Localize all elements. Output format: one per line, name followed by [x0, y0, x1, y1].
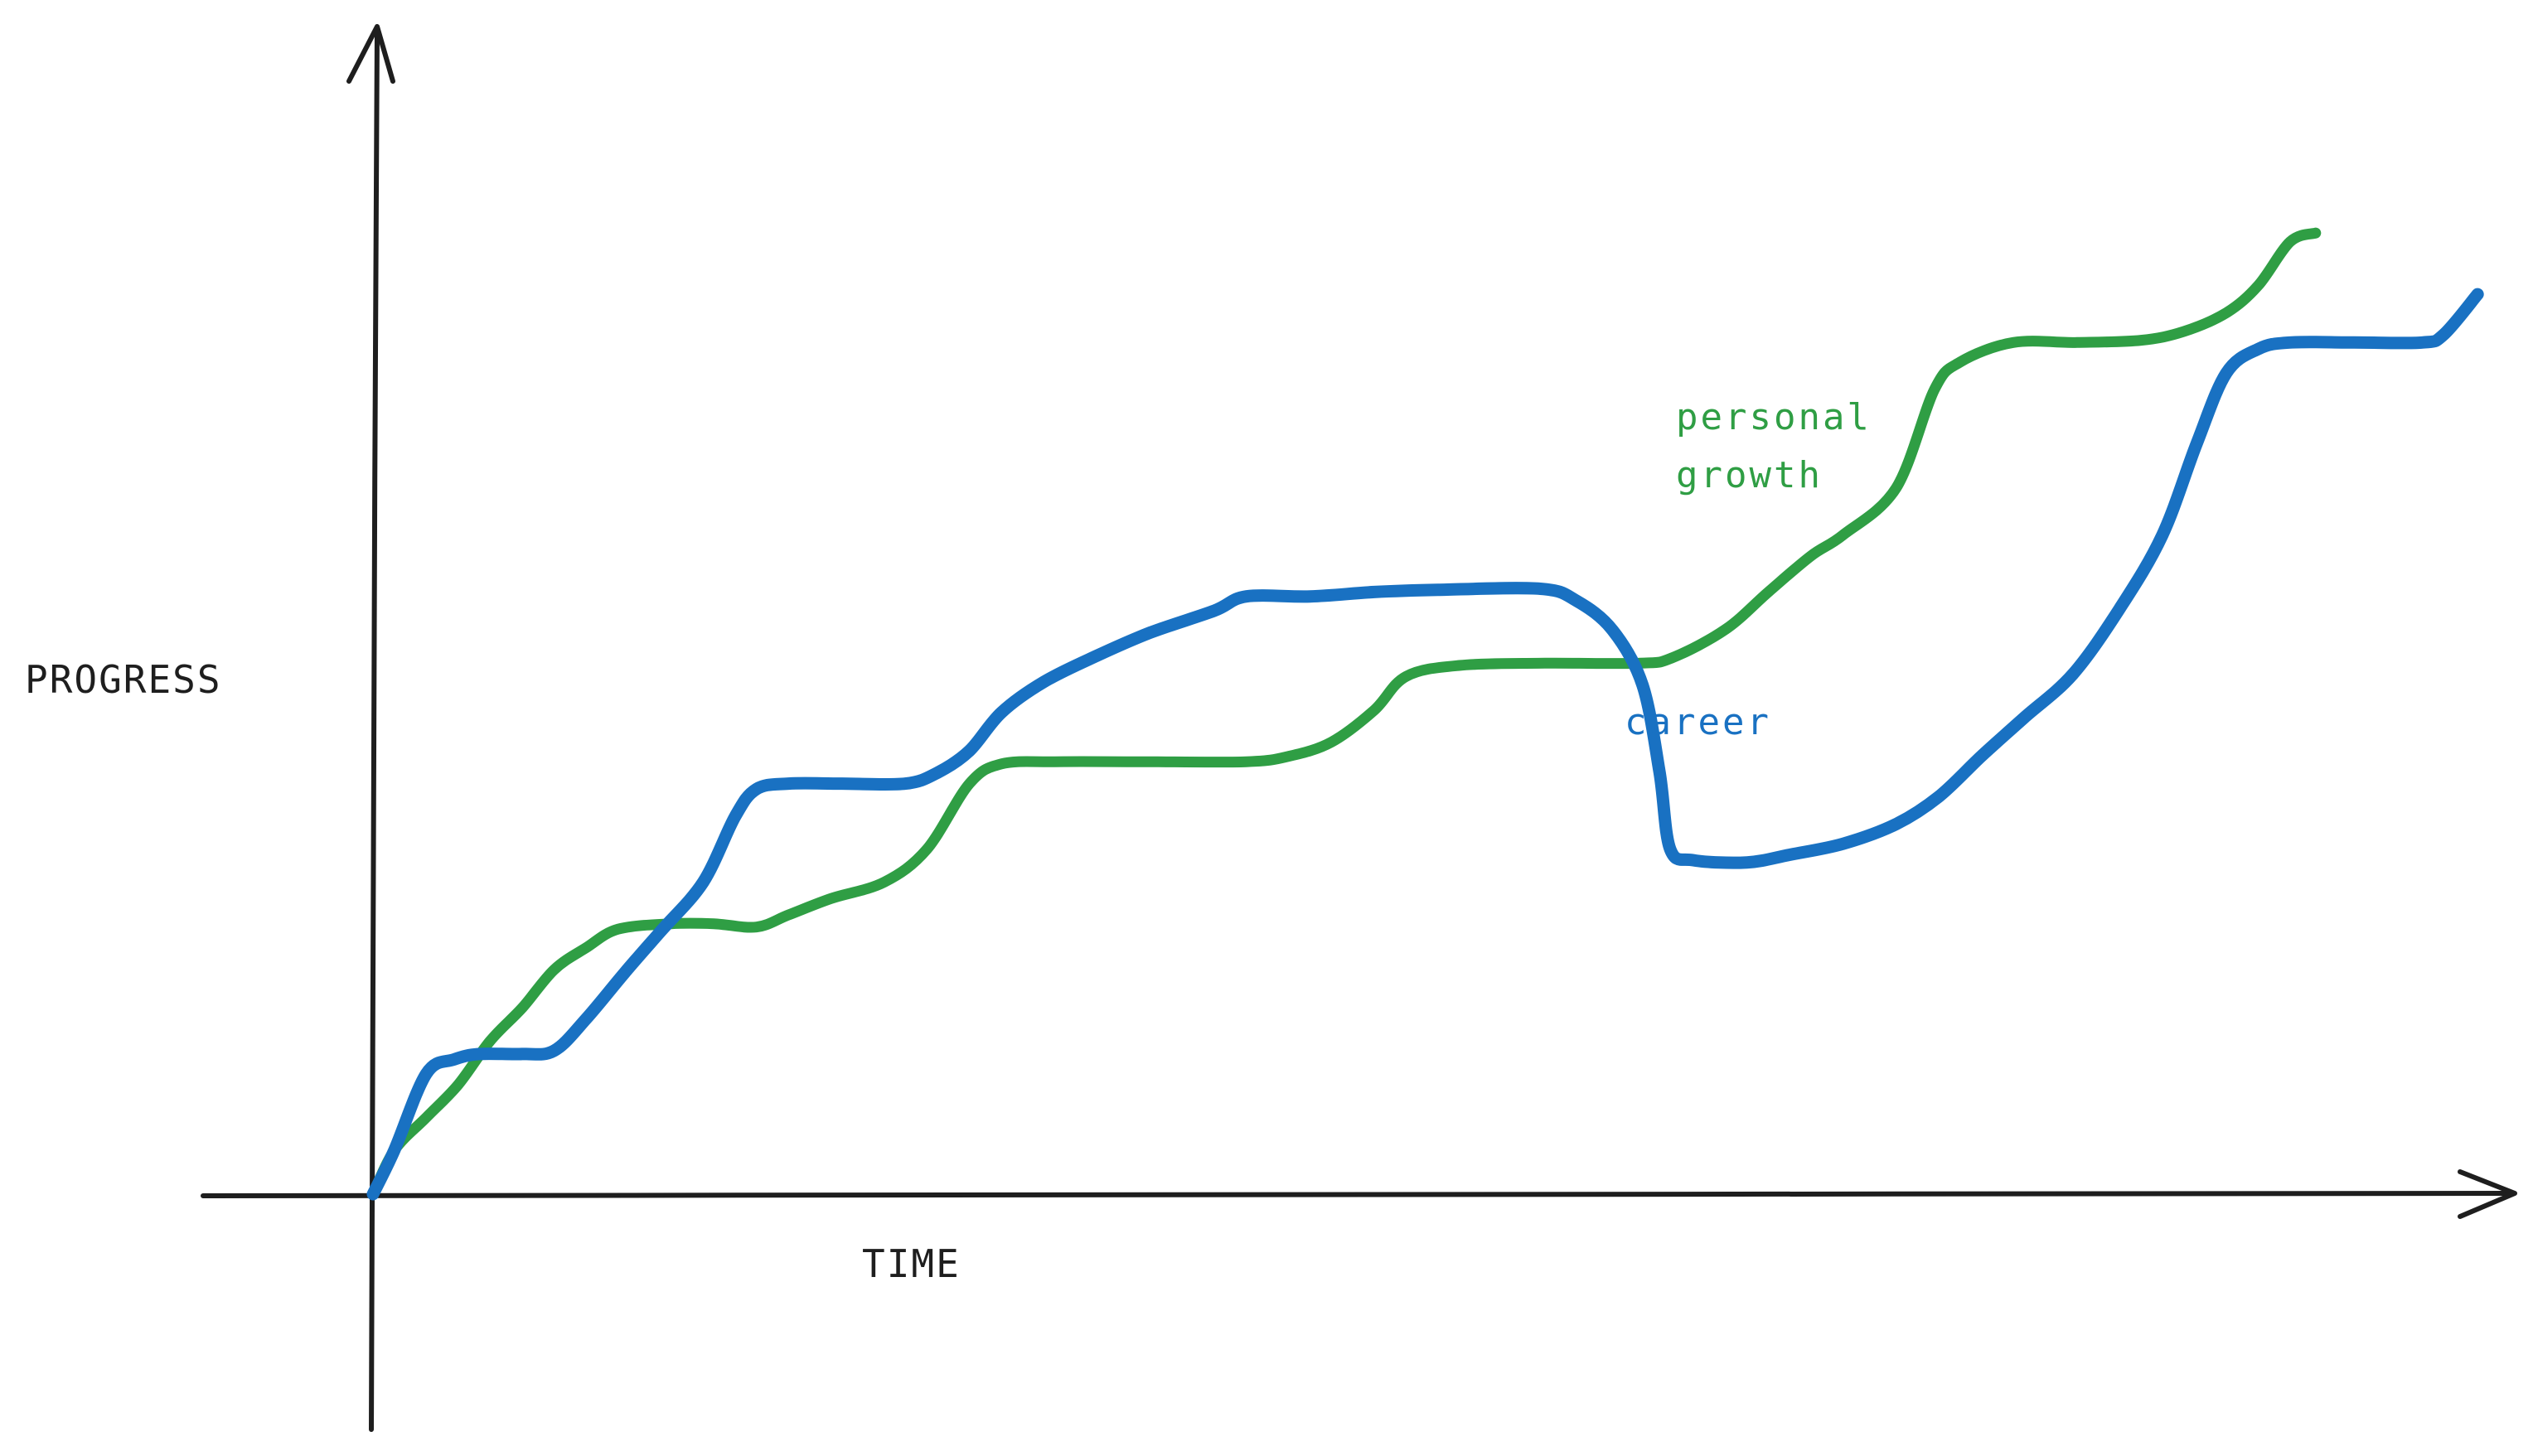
x-axis-arrowhead: [2458, 1169, 2517, 1219]
x-axis-label: TIME: [862, 1241, 961, 1286]
series-line-personal-growth: [367, 227, 2322, 1200]
y-axis-arrowhead: [346, 24, 395, 84]
x-axis-line: [201, 1191, 2514, 1198]
y-axis-label: PROGRESS: [25, 657, 222, 702]
series-label-personal-growth-line-2: growth: [1676, 454, 1823, 496]
series-layer: [366, 227, 2484, 1201]
series-labels: personal growth career: [1625, 396, 1896, 743]
series-label-personal-growth: personal growth: [1676, 396, 1896, 496]
series-label-career: career: [1625, 701, 1771, 743]
x-axis: TIME: [201, 1169, 2517, 1286]
series-label-personal-growth-line-1: personal: [1676, 396, 1872, 438]
y-axis-line: [369, 27, 380, 1432]
y-axis: PROGRESS: [25, 24, 395, 1432]
series-line-career: [366, 288, 2484, 1201]
